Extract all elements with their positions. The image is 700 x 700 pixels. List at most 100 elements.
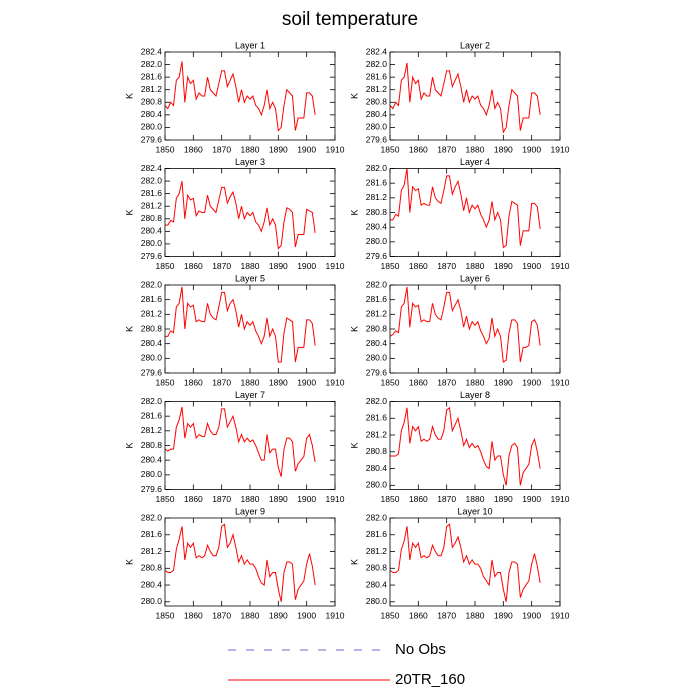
x-tick-label: 1870 — [212, 494, 231, 504]
x-tick-label: 1870 — [212, 377, 231, 387]
x-tick-label: 1870 — [437, 377, 456, 387]
y-tick-label: 281.2 — [366, 309, 388, 319]
data-line — [389, 523, 541, 602]
y-tick-label: 282.0 — [366, 396, 388, 406]
x-tick-label: 1900 — [297, 610, 316, 620]
x-tick-label: 1890 — [494, 261, 513, 271]
x-tick-label: 1890 — [269, 144, 288, 154]
y-tick-label: 280.0 — [366, 480, 388, 490]
x-tick-label: 1910 — [551, 261, 570, 271]
y-axis-label: K — [124, 93, 134, 99]
data-line — [165, 180, 316, 250]
y-tick-label: 282.4 — [141, 46, 163, 56]
y-tick-label: 281.6 — [141, 71, 163, 81]
y-tick-label: 282.4 — [366, 46, 388, 56]
x-tick-label: 1850 — [381, 144, 400, 154]
x-tick-label: 1860 — [184, 261, 203, 271]
y-tick-label: 280.0 — [366, 236, 388, 246]
plot-frame — [389, 168, 561, 257]
x-tick-label: 1880 — [241, 377, 260, 387]
plot-frame — [164, 51, 336, 141]
x-tick-label: 1850 — [381, 494, 400, 504]
plot-frame — [164, 284, 336, 374]
y-tick-label: 280.4 — [366, 338, 388, 348]
x-tick-label: 1880 — [241, 261, 260, 271]
data-line — [389, 62, 541, 134]
y-tick-label: 280.0 — [141, 469, 163, 479]
y-axis-label: K — [349, 442, 359, 448]
x-tick-label: 1860 — [184, 610, 203, 620]
x-tick-label: 1870 — [437, 261, 456, 271]
y-tick-label: 281.2 — [366, 429, 388, 439]
plot-frame — [389, 51, 561, 141]
x-tick-label: 1900 — [297, 144, 316, 154]
plot-frame — [389, 284, 561, 374]
y-tick-label: 282.0 — [141, 279, 163, 289]
x-tick-label: 1860 — [409, 494, 428, 504]
y-tick-label: 280.4 — [366, 221, 388, 231]
x-tick-label: 1850 — [381, 261, 400, 271]
x-tick-label: 1880 — [241, 610, 260, 620]
x-tick-label: 1880 — [466, 494, 485, 504]
y-tick-label: 282.0 — [366, 279, 388, 289]
y-tick-label: 279.6 — [366, 251, 388, 261]
y-tick-label: 279.6 — [141, 484, 163, 494]
plot-frame — [164, 401, 336, 490]
y-tick-label: 280.0 — [141, 353, 163, 363]
panel-title: Layer 3 — [235, 157, 265, 167]
y-tick-label: 279.6 — [141, 367, 163, 377]
y-tick-label: 281.6 — [366, 294, 388, 304]
y-tick-label: 281.2 — [366, 192, 388, 202]
plot-frame — [389, 401, 561, 490]
y-tick-label: 281.2 — [141, 309, 163, 319]
x-tick-label: 1910 — [326, 610, 345, 620]
x-tick-label: 1890 — [269, 377, 288, 387]
y-tick-label: 280.8 — [141, 440, 163, 450]
x-tick-label: 1900 — [522, 494, 541, 504]
panel-title: Layer 6 — [460, 273, 490, 283]
y-tick-label: 282.0 — [141, 175, 163, 185]
x-tick-label: 1870 — [212, 261, 231, 271]
x-tick-label: 1910 — [551, 494, 570, 504]
y-tick-label: 280.4 — [141, 226, 163, 236]
data-line — [390, 406, 541, 486]
figure-title: soil temperature — [282, 9, 418, 30]
x-tick-label: 1860 — [409, 377, 428, 387]
y-tick-label: 281.2 — [141, 200, 163, 210]
panel-title: Layer 7 — [235, 390, 265, 400]
x-tick-label: 1910 — [326, 494, 345, 504]
y-tick-label: 280.8 — [366, 563, 388, 573]
plot-frame — [389, 517, 561, 607]
y-tick-label: 281.6 — [366, 71, 388, 81]
y-tick-label: 281.2 — [366, 546, 388, 556]
y-tick-label: 280.0 — [366, 353, 388, 363]
x-tick-label: 1890 — [269, 261, 288, 271]
x-tick-label: 1910 — [551, 377, 570, 387]
data-line — [164, 406, 316, 477]
x-tick-label: 1900 — [297, 261, 316, 271]
panel-title: Layer 8 — [460, 390, 490, 400]
y-tick-label: 280.4 — [366, 109, 388, 119]
data-line — [389, 286, 541, 363]
x-tick-label: 1870 — [437, 494, 456, 504]
x-tick-label: 1870 — [437, 144, 456, 154]
x-tick-label: 1900 — [297, 494, 316, 504]
y-axis-label: K — [349, 209, 359, 215]
y-tick-label: 282.0 — [141, 59, 163, 69]
y-tick-label: 280.4 — [141, 454, 163, 464]
data-line — [164, 523, 316, 602]
y-tick-label: 282.0 — [366, 59, 388, 69]
y-tick-label: 279.6 — [141, 251, 163, 261]
x-tick-label: 1860 — [184, 144, 203, 154]
y-tick-label: 282.0 — [366, 512, 388, 522]
y-tick-label: 281.2 — [141, 84, 163, 94]
x-tick-label: 1900 — [522, 377, 541, 387]
x-tick-label: 1850 — [156, 610, 175, 620]
x-tick-label: 1870 — [212, 610, 231, 620]
y-tick-label: 282.0 — [141, 512, 163, 522]
panel-title: Layer 2 — [460, 40, 490, 50]
x-tick-label: 1890 — [494, 494, 513, 504]
y-tick-label: 280.8 — [366, 207, 388, 217]
plot-frame — [164, 168, 336, 257]
panel-title: Layer 4 — [460, 157, 490, 167]
